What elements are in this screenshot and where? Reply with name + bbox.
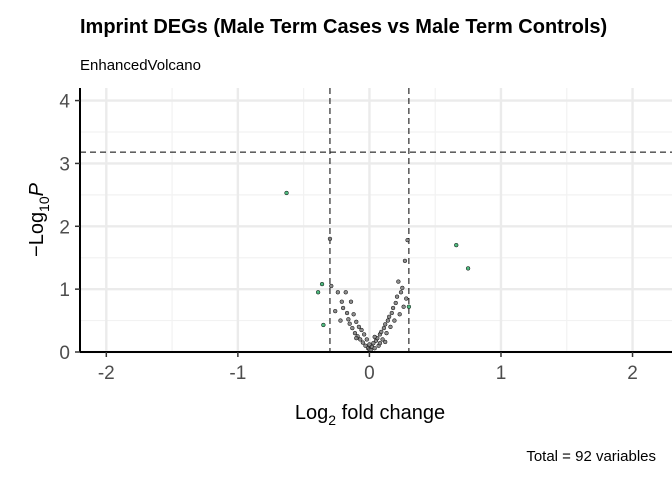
- data-point-ns: [364, 337, 369, 342]
- data-point-ns: [350, 325, 355, 331]
- data-point-ns: [347, 321, 352, 326]
- x-tick-label: 2: [627, 363, 638, 384]
- data-point-ns: [401, 304, 406, 309]
- chart-subtitle: EnhancedVolcano: [80, 57, 201, 74]
- y-axis-ticks: 0 1 2 3 4: [59, 92, 80, 364]
- x-axis-title: Log2 fold change: [295, 402, 445, 428]
- x-tick-label: -2: [98, 363, 115, 384]
- data-point-ns: [339, 299, 344, 304]
- data-point-ns: [327, 236, 333, 242]
- data-point-log2fc: [284, 190, 289, 196]
- y-tick-label: 3: [59, 154, 70, 175]
- data-point-ns: [348, 299, 354, 304]
- major-gridlines: [80, 88, 672, 354]
- cutoff-lines: [80, 88, 672, 352]
- x-axis-title-rest: fold change: [336, 402, 445, 424]
- data-point-ns: [397, 312, 402, 317]
- data-point-ns: [338, 318, 343, 323]
- data-point-ns: [402, 258, 408, 264]
- data-point-ns: [404, 296, 409, 301]
- data-point-ns: [340, 305, 346, 311]
- y-tick-label: 4: [59, 92, 70, 113]
- data-point-ns: [380, 337, 385, 342]
- data-point-ns: [356, 324, 362, 330]
- data-point-ns: [385, 318, 390, 323]
- axis-lines: [79, 88, 672, 353]
- data-point-ns: [363, 343, 368, 348]
- x-tick-label: -1: [229, 363, 246, 384]
- data-point-ns: [372, 334, 377, 340]
- data-point-ns: [396, 279, 401, 284]
- data-point-ns: [371, 341, 376, 346]
- data-point-ns: [394, 294, 400, 299]
- data-point-ns: [392, 318, 397, 323]
- x-axis-title-subscript: 2: [328, 412, 336, 428]
- data-point-ns: [352, 330, 358, 336]
- y-axis-title-variable: P: [26, 182, 48, 196]
- data-point-ns: [354, 319, 359, 324]
- data-point-ns: [344, 310, 350, 316]
- data-points: [284, 190, 471, 353]
- data-point-ns: [383, 339, 388, 345]
- data-point-ns: [360, 340, 365, 345]
- y-tick-label: 0: [59, 343, 70, 364]
- x-axis-title-base: Log: [295, 402, 328, 424]
- y-tick-label: 2: [59, 217, 70, 238]
- x-tick-label: 0: [364, 363, 375, 384]
- data-point-ns: [377, 341, 383, 346]
- data-point-ns: [358, 337, 363, 342]
- data-point-ns: [398, 290, 404, 295]
- data-point-ns: [343, 290, 348, 295]
- data-point-log2fc: [319, 281, 325, 287]
- data-point-log2fc: [454, 242, 459, 248]
- data-point-log2fc: [406, 304, 412, 309]
- chart-title: Imprint DEGs (Male Term Cases vs Male Te…: [80, 16, 607, 38]
- data-point-ns: [329, 283, 334, 289]
- data-point-ns: [354, 336, 359, 341]
- data-point-log2fc: [321, 322, 326, 328]
- y-axis-title: −Log10P: [26, 182, 52, 257]
- chart-caption: Total = 92 variables: [526, 448, 656, 465]
- data-point-log2fc: [465, 266, 471, 271]
- data-point-ns: [351, 312, 356, 317]
- data-point-ns: [362, 332, 367, 337]
- minor-gridlines: [80, 88, 672, 352]
- data-point-ns: [405, 237, 410, 243]
- data-point-ns: [390, 305, 396, 311]
- data-point-ns: [372, 346, 377, 351]
- data-point-ns: [379, 329, 384, 335]
- data-point-ns: [388, 324, 393, 330]
- data-point-ns: [384, 330, 389, 336]
- data-point-ns: [400, 285, 405, 291]
- data-point-ns: [387, 314, 392, 319]
- x-axis-ticks: -2 -1 0 1 2: [98, 352, 638, 384]
- x-tick-label: 1: [496, 363, 507, 384]
- data-point-ns: [367, 342, 372, 347]
- data-point-ns: [346, 317, 351, 322]
- data-point-ns: [381, 325, 387, 331]
- data-point-ns: [389, 310, 394, 316]
- data-point-ns: [333, 308, 338, 314]
- data-point-ns: [393, 300, 398, 306]
- y-axis-title-prefix: −Log: [26, 212, 48, 257]
- data-point-log2fc: [315, 290, 321, 295]
- data-point-ns: [383, 322, 388, 327]
- y-tick-label: 1: [59, 280, 70, 301]
- data-point-ns: [335, 290, 340, 295]
- y-axis-title-subscript: 10: [36, 196, 52, 212]
- data-point-ns: [359, 327, 364, 333]
